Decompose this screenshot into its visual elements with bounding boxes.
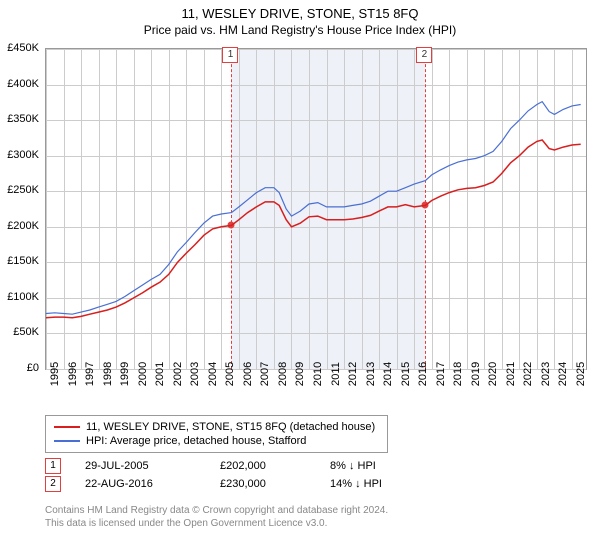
x-axis-label: 2016 <box>417 362 429 386</box>
y-axis-label: £150K <box>0 255 39 267</box>
x-axis-label: 2008 <box>277 362 289 386</box>
x-axis-label: 2020 <box>487 362 499 386</box>
x-axis-label: 2003 <box>189 362 201 386</box>
legend-label: HPI: Average price, detached house, Staf… <box>86 435 306 447</box>
transactions-table: 1 29-JUL-2005£202,0008% ↓ HPI 2 22-AUG-2016… <box>45 458 450 494</box>
chart-plot-area <box>45 48 587 370</box>
marker-badge: 1 <box>222 47 238 63</box>
legend-item: 11, WESLEY DRIVE, STONE, ST15 8FQ (detac… <box>54 420 379 434</box>
transaction-date: 22-AUG-2016 <box>85 478 220 490</box>
x-axis-label: 2024 <box>557 362 569 386</box>
marker-badge: 2 <box>416 47 432 63</box>
x-axis-label: 2010 <box>312 362 324 386</box>
transaction-row: 1 29-JUL-2005£202,0008% ↓ HPI <box>45 458 450 476</box>
x-axis-label: 2011 <box>330 362 342 386</box>
legend: 11, WESLEY DRIVE, STONE, ST15 8FQ (detac… <box>45 415 388 453</box>
y-axis-label: £50K <box>0 326 39 338</box>
legend-swatch <box>54 440 80 442</box>
x-axis-label: 2006 <box>242 362 254 386</box>
series-line <box>46 102 581 315</box>
x-axis-label: 2009 <box>294 362 306 386</box>
x-axis-label: 2013 <box>365 362 377 386</box>
transaction-price: £202,000 <box>220 460 330 472</box>
transaction-badge: 2 <box>45 476 61 492</box>
y-axis-label: £350K <box>0 113 39 125</box>
x-axis-label: 2023 <box>540 362 552 386</box>
x-axis-label: 2014 <box>382 362 394 386</box>
y-axis-label: £100K <box>0 291 39 303</box>
y-axis-label: £250K <box>0 184 39 196</box>
x-axis-label: 1999 <box>119 362 131 386</box>
x-axis-label: 2012 <box>347 362 359 386</box>
x-axis-label: 2019 <box>470 362 482 386</box>
y-axis-label: £0 <box>0 362 39 374</box>
y-axis-label: £300K <box>0 149 39 161</box>
footer-line-1: Contains HM Land Registry data © Crown c… <box>45 504 388 517</box>
x-axis-label: 1998 <box>102 362 114 386</box>
x-axis-label: 2004 <box>207 362 219 386</box>
x-axis-label: 2017 <box>435 362 447 386</box>
y-axis-label: £400K <box>0 78 39 90</box>
legend-swatch <box>54 426 80 428</box>
x-axis-label: 1997 <box>84 362 96 386</box>
legend-label: 11, WESLEY DRIVE, STONE, ST15 8FQ (detac… <box>86 421 375 433</box>
chart-subtitle: Price paid vs. HM Land Registry's House … <box>0 21 600 41</box>
x-axis-label: 2007 <box>259 362 271 386</box>
attribution-footer: Contains HM Land Registry data © Crown c… <box>45 504 388 530</box>
x-axis-label: 2022 <box>522 362 534 386</box>
x-axis-label: 2021 <box>505 362 517 386</box>
x-axis-label: 2005 <box>224 362 236 386</box>
x-axis-label: 1995 <box>49 362 61 386</box>
legend-item: HPI: Average price, detached house, Staf… <box>54 434 379 448</box>
chart-title: 11, WESLEY DRIVE, STONE, ST15 8FQ <box>0 0 600 21</box>
x-axis-label: 1996 <box>67 362 79 386</box>
x-axis-label: 2015 <box>400 362 412 386</box>
transaction-price: £230,000 <box>220 478 330 490</box>
transaction-delta: 14% ↓ HPI <box>330 478 450 490</box>
footer-line-2: This data is licensed under the Open Gov… <box>45 517 388 530</box>
y-axis-label: £200K <box>0 220 39 232</box>
x-axis-label: 2025 <box>575 362 587 386</box>
series-line <box>46 140 581 318</box>
x-axis-label: 2001 <box>154 362 166 386</box>
x-axis-label: 2018 <box>452 362 464 386</box>
x-axis-label: 2002 <box>172 362 184 386</box>
transaction-date: 29-JUL-2005 <box>85 460 220 472</box>
transaction-delta: 8% ↓ HPI <box>330 460 450 472</box>
x-axis-label: 2000 <box>137 362 149 386</box>
transaction-row: 2 22-AUG-2016£230,00014% ↓ HPI <box>45 476 450 494</box>
y-axis-label: £450K <box>0 42 39 54</box>
transaction-badge: 1 <box>45 458 61 474</box>
